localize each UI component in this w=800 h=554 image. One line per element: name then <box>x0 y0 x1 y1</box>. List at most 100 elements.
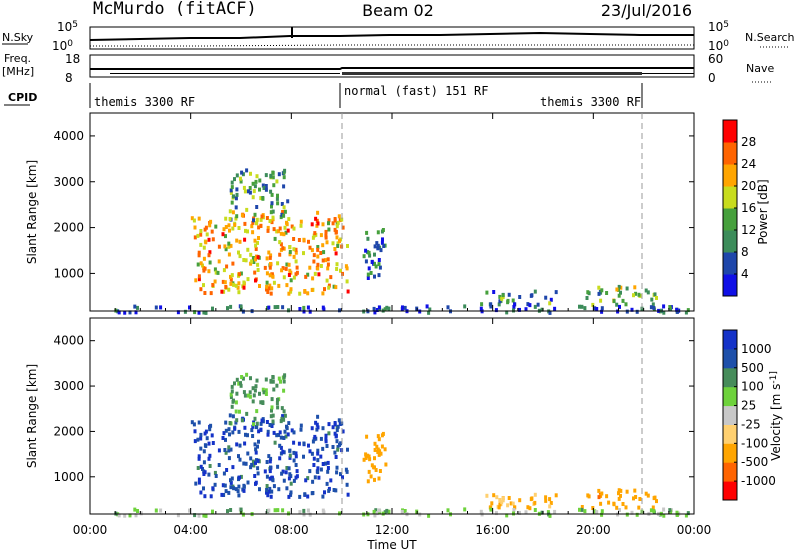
power-cell <box>308 309 312 314</box>
velocity-panel: 1000 2000 3000 4000 Slant Range [km] 1000 50… <box>25 317 783 518</box>
velocity-cell <box>287 494 291 499</box>
power-cell <box>270 201 274 206</box>
power-cell <box>599 298 603 303</box>
velocity-cell <box>288 448 292 453</box>
power-cell <box>376 230 380 235</box>
power-cell <box>207 269 211 274</box>
velocity-cell <box>223 483 227 488</box>
power-cell <box>625 286 629 291</box>
velocity-cell <box>270 408 273 413</box>
velocity-colorbar-tick-label: -1000 <box>741 474 776 488</box>
power-cell <box>586 290 590 295</box>
velocity-cell <box>197 480 201 485</box>
power-cell <box>506 298 510 303</box>
power-cell <box>228 228 231 233</box>
velocity-cell <box>278 456 282 461</box>
velocity-cell <box>230 404 234 409</box>
power-cell <box>258 284 261 288</box>
power-cell <box>307 239 310 244</box>
velocity-cell <box>310 491 314 496</box>
velocity-cell <box>222 493 226 497</box>
nave-label: Nave <box>746 62 774 75</box>
power-cell <box>675 307 679 312</box>
velocity-cell <box>321 462 325 466</box>
power-cell <box>238 272 241 277</box>
power-cell <box>304 274 308 279</box>
power-cell <box>338 239 341 244</box>
power-cell <box>364 248 368 253</box>
power-cell <box>651 302 655 307</box>
power-cell <box>223 244 227 249</box>
power-cell <box>266 225 270 230</box>
power-cell <box>256 268 260 272</box>
velocity-cell <box>308 449 312 454</box>
power-cell <box>207 253 211 258</box>
velocity-cell <box>279 379 282 384</box>
power-cell <box>270 220 274 225</box>
velocity-cell <box>373 465 376 470</box>
power-cell <box>276 261 280 266</box>
velocity-cell <box>235 391 239 396</box>
velocity-cell <box>269 465 272 470</box>
power-cell <box>662 304 666 309</box>
velocity-cell <box>600 509 604 514</box>
velocity-cell <box>333 431 337 436</box>
velocity-cell <box>224 420 228 425</box>
velocity-cell <box>554 493 558 498</box>
power-cell <box>229 274 232 279</box>
power-cell <box>292 275 296 280</box>
beam-title: Beam 02 <box>362 1 434 20</box>
power-cell <box>553 306 557 311</box>
noise-right-tick-top: 105 <box>708 20 729 34</box>
velocity-cell <box>272 387 276 392</box>
velocity-cell <box>265 420 269 424</box>
power-cell <box>498 299 502 304</box>
velocity-cell <box>335 439 339 444</box>
velocity-cell <box>276 464 280 469</box>
power-cell <box>251 195 255 200</box>
power-cell <box>237 250 240 255</box>
velocity-cell <box>246 433 249 438</box>
velocity-cell <box>226 509 229 514</box>
velocity-cell <box>324 461 328 466</box>
power-cell <box>246 277 250 282</box>
power-cell <box>310 248 314 253</box>
velocity-cell <box>250 462 254 467</box>
power-cell <box>303 289 307 293</box>
velocity-cell <box>220 492 224 497</box>
power-cell <box>258 187 261 192</box>
velocity-cell <box>285 466 289 470</box>
velocity-cell <box>254 460 257 465</box>
power-cell <box>489 302 493 307</box>
velocity-cell <box>227 427 231 432</box>
velocity-cell <box>583 509 587 514</box>
velocity-cell <box>612 502 616 507</box>
velocity-cell <box>321 446 325 451</box>
power-cell <box>232 282 236 287</box>
power-cell <box>501 293 505 298</box>
power-cell <box>197 274 201 279</box>
power-cell <box>288 268 292 273</box>
velocity-cell <box>272 430 276 435</box>
power-cell <box>237 290 241 295</box>
velocity-cell <box>323 490 326 495</box>
power-cell <box>249 171 252 176</box>
velocity-cell <box>335 465 339 470</box>
power-cell <box>325 240 329 245</box>
velocity-cell <box>248 390 252 395</box>
power-cell <box>599 290 603 295</box>
power-cell <box>321 222 325 227</box>
velocity-cell <box>311 479 315 484</box>
power-cell <box>280 212 284 217</box>
velocity-cell <box>268 486 272 491</box>
velocity-cell <box>495 495 499 500</box>
velocity-cell <box>188 508 191 513</box>
power-cell <box>385 305 389 310</box>
power-cell <box>323 287 326 292</box>
velocity-cell <box>526 505 530 510</box>
power-cell <box>367 266 371 271</box>
velocity-cell <box>252 463 256 468</box>
velocity-cell <box>228 421 232 425</box>
velocity-cell <box>196 466 200 470</box>
power-cell <box>524 307 528 312</box>
